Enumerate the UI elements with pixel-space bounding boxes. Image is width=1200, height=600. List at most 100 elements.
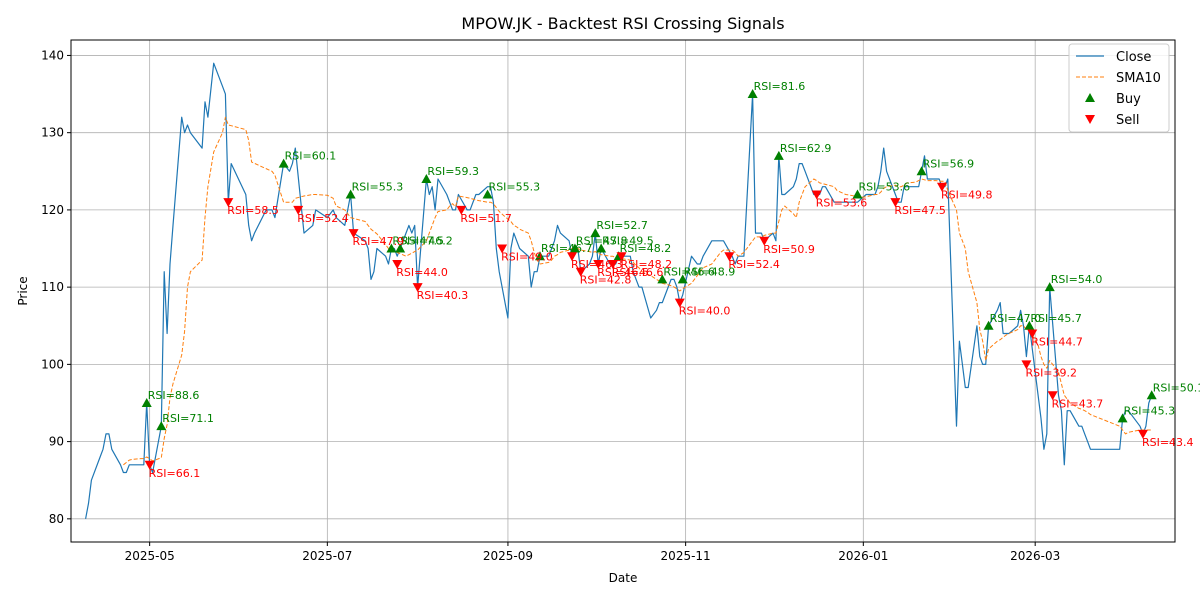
sell-annotation: RSI=47.5: [894, 204, 946, 217]
buy-marker: [596, 243, 607, 253]
buy-marker: [1044, 282, 1055, 292]
x-axis-ticks: 2025-05 2025-07 2025-09 2025-11 2026-01 2026-…: [125, 542, 1060, 563]
buy-annotation: RSI=54.0: [1051, 273, 1103, 286]
buy-marker: [747, 89, 758, 99]
buy-annotation: RSI=62.9: [780, 142, 832, 155]
buy-annotation: RSI=81.6: [754, 80, 806, 93]
sell-marker: [1021, 360, 1032, 370]
sell-annotation: RSI=40.3: [417, 289, 469, 302]
sell-annotation: RSI=52.4: [297, 212, 349, 225]
buy-annotation: RSI=53.6: [858, 180, 910, 193]
plot-frame: [70, 39, 1176, 543]
buy-marker: [395, 243, 406, 253]
y-tick-label: 110: [41, 280, 64, 294]
x-tick-label: 2026-01: [838, 549, 888, 563]
buy-annotation: RSI=52.7: [596, 219, 648, 232]
sell-annotation: RSI=42.8: [580, 274, 632, 287]
buy-marker: [156, 421, 167, 431]
sell-annotation: RSI=49.0: [501, 251, 553, 264]
sell-annotation: RSI=44.7: [1031, 335, 1083, 348]
sell-marker: [223, 198, 234, 208]
legend-sell-marker: [1085, 115, 1095, 124]
buy-marker: [421, 174, 432, 184]
buy-marker: [916, 166, 927, 176]
buy-marker: [482, 189, 493, 199]
sell-marker: [616, 252, 627, 262]
chart-title: MPOW.JK - Backtest RSI Crossing Signals: [461, 14, 784, 33]
sell-marker: [1027, 329, 1038, 339]
legend-sma-label: SMA10: [1116, 71, 1161, 86]
sell-annotation: RSI=43.7: [1052, 397, 1104, 410]
sell-annotation: RSI=48.2: [621, 258, 673, 271]
sell-annotation: RSI=40.0: [679, 305, 731, 318]
y-tick-label: 80: [49, 512, 64, 526]
buy-annotation: RSI=49.5: [602, 235, 654, 248]
sell-marker: [724, 252, 735, 262]
sell-annotation: RSI=44.0: [396, 266, 448, 279]
buy-annotation: RSI=56.9: [923, 157, 975, 170]
y-tick-label: 90: [49, 435, 64, 449]
buy-annotation: RSI=45.3: [1124, 404, 1176, 417]
grid: [71, 40, 1175, 542]
sell-annotation: RSI=46.6: [612, 266, 664, 279]
buy-annotation: RSI=59.3: [427, 165, 479, 178]
buy-annotation: RSI=46.6: [663, 265, 715, 278]
x-tick-label: 2025-05: [125, 549, 175, 563]
x-axis-title: Date: [609, 571, 638, 585]
legend-buy-marker: [1085, 93, 1095, 102]
sell-marker: [607, 259, 618, 269]
y-tick-label: 140: [41, 48, 64, 62]
sell-annotation: RSI=46.3: [571, 258, 623, 271]
buy-annotation: RSI=47.0: [990, 312, 1042, 325]
sell-annotation: RSI=66.1: [149, 467, 201, 480]
sell-annotation: RSI=50.9: [763, 243, 815, 256]
buy-annotation: RSI=88.6: [148, 389, 200, 402]
buy-annotation: RSI=71.1: [162, 412, 214, 425]
buy-annotation: RSI=48.9: [684, 265, 736, 278]
sell-annotation: RSI=52.4: [728, 258, 780, 271]
sell-marker: [593, 259, 604, 269]
buy-annotation: RSI=47.8: [576, 235, 628, 248]
buy-annotation: RSI=46.2: [401, 235, 453, 248]
y-tick-label: 130: [41, 126, 64, 140]
sell-marker: [144, 460, 155, 470]
buy-annotation: RSI=55.3: [489, 180, 541, 193]
sell-marker: [811, 190, 822, 200]
x-tick-label: 2026-03: [1010, 549, 1060, 563]
buy-marker: [1117, 413, 1128, 423]
sell-marker: [1047, 391, 1058, 401]
buy-annotation: RSI=60.1: [285, 150, 337, 163]
legend: Close SMA10 Buy Sell: [1068, 43, 1170, 133]
sell-annotation: RSI=51.7: [460, 212, 512, 225]
sell-marker: [412, 283, 423, 293]
buy-annotation: RSI=48.2: [620, 242, 672, 255]
sell-marker: [759, 236, 770, 246]
buy-marker: [345, 189, 356, 199]
sell-marker: [936, 182, 947, 192]
signal-markers: [141, 89, 1157, 470]
legend-buy-label: Buy: [1116, 92, 1141, 107]
buy-annotation: RSI=46.7: [541, 242, 593, 255]
x-tick-label: 2025-09: [483, 549, 533, 563]
y-tick-label: 100: [41, 357, 64, 371]
sell-marker: [674, 298, 685, 308]
buy-marker: [1024, 320, 1035, 330]
buy-marker: [983, 320, 994, 330]
buy-marker: [386, 243, 397, 253]
sell-marker: [456, 205, 467, 215]
sell-annotation: RSI=47.9: [353, 235, 405, 248]
sell-marker: [497, 244, 508, 254]
sell-marker: [293, 205, 304, 215]
sell-marker: [575, 267, 586, 277]
buy-marker: [569, 243, 580, 253]
x-tick-label: 2025-07: [302, 549, 352, 563]
signal-annotations: RSI=88.6 RSI=71.1 RSI=60.1 RSI=55.3 RSI=47.5…: [148, 80, 1200, 480]
sell-marker: [890, 198, 901, 208]
legend-close-label: Close: [1116, 50, 1151, 65]
buy-marker: [278, 158, 289, 168]
y-axis-title: Price: [16, 276, 30, 305]
y-axis-ticks: 80 90 100 110 120 130 140: [41, 48, 71, 526]
legend-box: [1068, 43, 1170, 133]
